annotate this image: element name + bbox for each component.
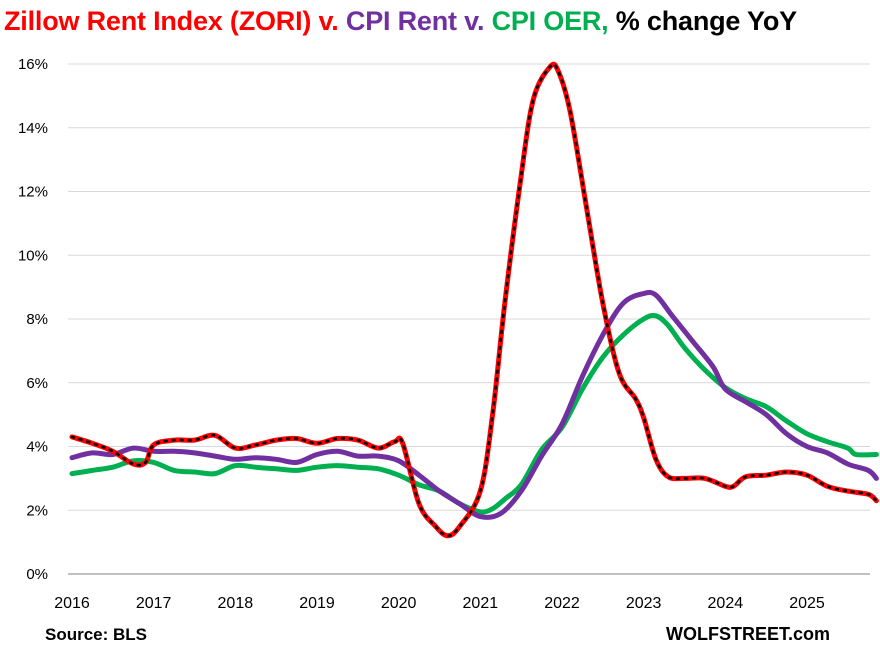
x-tick-label: 2024 [708, 595, 744, 612]
x-tick-label: 2018 [218, 595, 254, 612]
y-tick-label: 8% [26, 311, 48, 328]
x-tick-label: 2022 [544, 595, 580, 612]
series-markers-zillow-rent-index-zori [70, 62, 878, 538]
y-tick-label: 0% [26, 566, 48, 583]
title-cpi-oer: CPI OER, [491, 6, 616, 36]
x-tick-label: 2023 [626, 595, 662, 612]
y-tick-label: 16% [18, 56, 48, 73]
brand-label: WOLFSTREET.com [665, 624, 830, 644]
x-tick-label: 2016 [54, 595, 90, 612]
y-tick-label: 2% [26, 502, 48, 519]
y-tick-label: 14% [18, 120, 48, 137]
x-tick-label: 2021 [463, 595, 499, 612]
x-tick-label: 2020 [381, 595, 417, 612]
y-tick-label: 10% [18, 247, 48, 264]
title-zori: Zillow Rent Index (ZORI) v. [4, 6, 346, 36]
series-line-cpi-oer [69, 312, 879, 515]
y-tick-label: 4% [26, 439, 48, 456]
series-line-cpi-rent [69, 289, 879, 520]
x-tick-label: 2017 [136, 595, 172, 612]
y-tick-label: 6% [26, 375, 48, 392]
source-label: Source: BLS [45, 625, 148, 644]
title-yoy: % change YoY [615, 6, 797, 36]
x-tick-label: 2025 [789, 595, 825, 612]
x-tick-label: 2019 [299, 595, 335, 612]
title-cpi-rent: CPI Rent v. [345, 6, 492, 36]
series-line-zillow-rent-index-zori [69, 61, 879, 539]
chart-title: Zillow Rent Index (ZORI) v. CPI Rent v. … [4, 6, 797, 37]
y-tick-label: 12% [18, 184, 48, 201]
